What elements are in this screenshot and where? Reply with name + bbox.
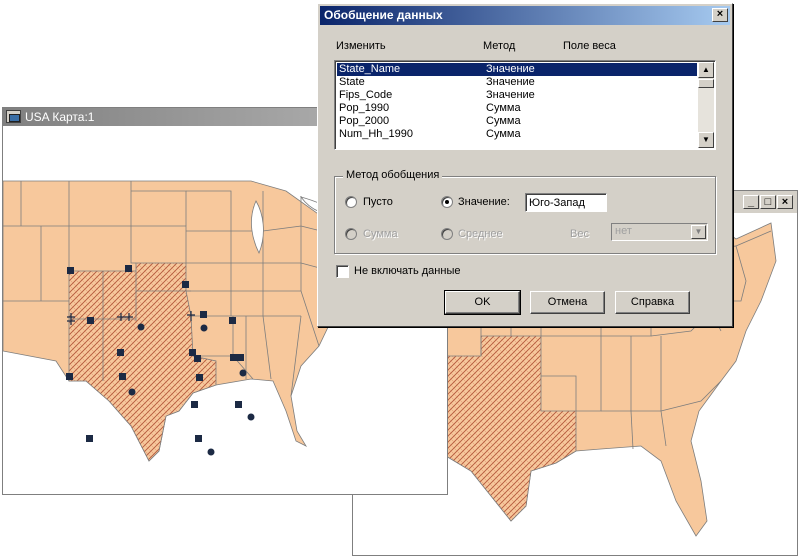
- dialog-titlebar[interactable]: Обобщение данных: [320, 6, 730, 25]
- scroll-down-arrow-icon[interactable]: ▼: [698, 132, 714, 148]
- list-item[interactable]: Pop_2000 Сумма: [337, 115, 697, 128]
- field-method: Значение: [486, 89, 535, 101]
- help-button[interactable]: Справка: [615, 291, 690, 314]
- field-method: Значение: [486, 63, 535, 75]
- radio-value-label: Значение:: [458, 196, 510, 208]
- radio-empty-label: Пусто: [363, 196, 393, 208]
- cancel-button[interactable]: Отмена: [530, 291, 605, 314]
- usa-map-left: [3, 180, 364, 462]
- scroll-up-arrow-icon[interactable]: ▲: [698, 62, 714, 78]
- radio-average[interactable]: [441, 228, 453, 240]
- list-item[interactable]: Fips_Code Значение: [337, 89, 697, 102]
- group-label: Метод обобщения: [343, 169, 443, 181]
- map-window-icon: [6, 110, 21, 123]
- field-name: State: [339, 76, 365, 88]
- chevron-down-icon[interactable]: ▼: [691, 225, 706, 239]
- generalize-method-group: Метод обобщения Пусто Значение: Сумма Ср…: [334, 169, 716, 254]
- field-method: Значение: [486, 76, 535, 88]
- field-name: State_Name: [339, 63, 401, 75]
- minimize-button[interactable]: _: [743, 195, 759, 209]
- scroll-thumb[interactable]: [698, 79, 714, 88]
- weight-label: Вес: [570, 228, 589, 240]
- exclude-data-label: Не включать данные: [354, 265, 461, 277]
- value-input[interactable]: [525, 193, 607, 212]
- left-window-title: USA Карта:1: [25, 110, 95, 124]
- ok-button[interactable]: OK: [444, 290, 521, 315]
- dialog-title: Обобщение данных: [324, 8, 443, 22]
- field-method: Сумма: [486, 102, 521, 114]
- maximize-button[interactable]: □: [760, 195, 776, 209]
- list-scrollbar[interactable]: ▲ ▼: [698, 62, 714, 148]
- field-method: Сумма: [486, 115, 521, 127]
- weight-select[interactable]: нет ▼: [611, 223, 708, 241]
- column-header-weight: Поле веса: [563, 40, 616, 52]
- radio-selected-dot-icon: [445, 200, 449, 204]
- weight-select-value: нет: [615, 225, 632, 237]
- list-item[interactable]: Pop_1990 Сумма: [337, 102, 697, 115]
- list-item[interactable]: Num_Hh_1990 Сумма: [337, 128, 697, 141]
- list-item[interactable]: State_Name Значение: [337, 63, 697, 76]
- field-name: Num_Hh_1990: [339, 128, 413, 140]
- field-name: Fips_Code: [339, 89, 393, 101]
- dialog-close-button[interactable]: ×: [712, 8, 728, 22]
- radio-empty[interactable]: [345, 196, 357, 208]
- field-name: Pop_1990: [339, 102, 390, 114]
- field-method: Сумма: [486, 128, 521, 140]
- close-button[interactable]: ×: [777, 195, 793, 209]
- exclude-data-checkbox[interactable]: [336, 265, 349, 278]
- list-item[interactable]: State Значение: [337, 76, 697, 89]
- radio-average-label: Среднее: [458, 228, 503, 240]
- column-header-change: Изменить: [336, 40, 386, 52]
- generalize-data-dialog: Обобщение данных × Изменить Метод Поле в…: [317, 3, 733, 327]
- radio-sum-label: Сумма: [363, 228, 398, 240]
- radio-value[interactable]: [441, 196, 453, 208]
- field-name: Pop_2000: [339, 115, 390, 127]
- column-header-method: Метод: [483, 40, 516, 52]
- radio-sum[interactable]: [345, 228, 357, 240]
- fields-listbox[interactable]: State_Name Значение State Значение Fips_…: [334, 60, 716, 150]
